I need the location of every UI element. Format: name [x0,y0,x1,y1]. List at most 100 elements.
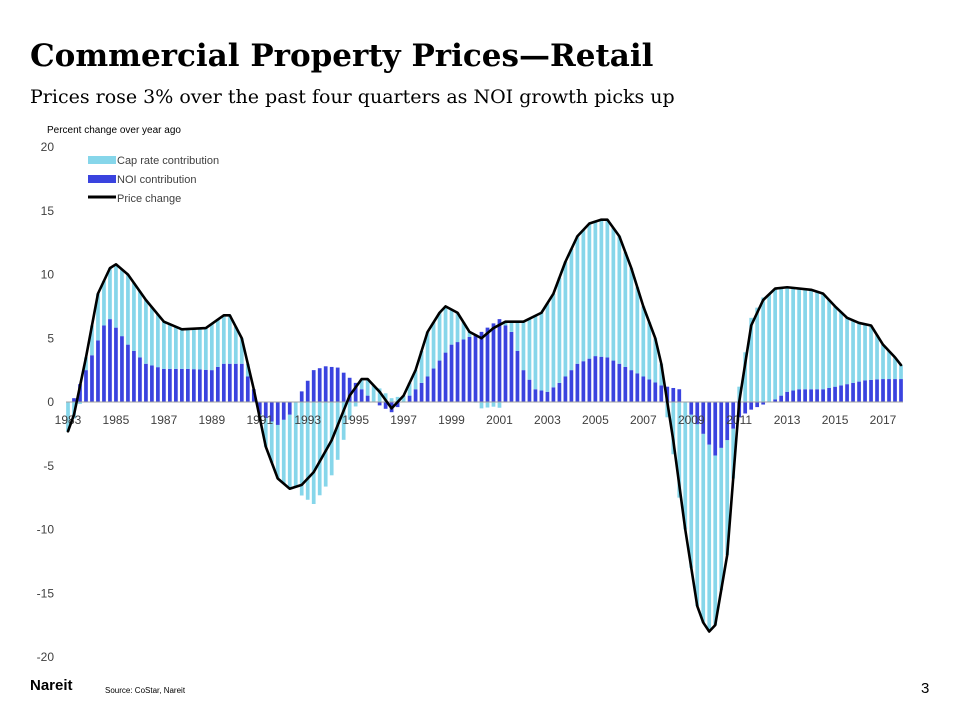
cap-rate-bar [78,402,82,404]
noi-bar [539,390,544,402]
noi-bar [779,395,784,403]
cap-rate-bar [359,379,364,390]
cap-rate-bar [671,402,676,455]
cap-rate-bar [833,306,837,387]
noi-bar [245,376,250,402]
noi-bar [707,402,712,445]
cap-rate-bar [863,324,867,381]
cap-rate-bar [203,328,208,370]
noi-bar [461,339,466,402]
cap-rate-bar [389,398,394,402]
x-tick-label: 2017 [870,413,897,427]
noi-bar [857,381,861,402]
page-subtitle: Prices rose 3% over the past four quarte… [30,86,675,108]
cap-rate-bar [66,402,70,432]
cap-rate-bar [659,363,664,386]
noi-bar [653,382,658,402]
cap-rate-bar [419,351,424,383]
noi-bar [533,389,538,402]
noi-bar [755,402,760,408]
noi-bar [485,327,490,403]
y-axis-label: Percent change over year ago [47,125,181,136]
cap-rate-bar [701,433,706,623]
noi-bar [521,370,526,403]
cap-rate-bar [773,288,778,400]
noi-bar [497,319,502,403]
cap-rate-bar [293,402,298,487]
cap-rate-bar [821,293,825,390]
noi-bar [821,389,825,402]
cap-rate-bar [623,252,628,367]
cap-rate-bar [797,288,801,390]
noi-bar [593,356,598,402]
cap-rate-bar [407,382,412,396]
cap-rate-bar [893,357,897,380]
cap-rate-bar [875,335,879,380]
cap-rate-bar [138,291,142,358]
noi-bar [845,384,849,402]
x-tick-label: 2013 [774,413,801,427]
cap-rate-bar [839,312,843,386]
noi-bar [611,360,616,402]
cap-rate-bar [126,274,130,345]
x-tick-label: 1985 [103,413,130,427]
noi-bar [221,363,226,402]
noi-bar [635,373,640,402]
cap-rate-bar [245,363,250,377]
cap-rate-bar [653,338,658,383]
noi-bar [491,323,496,403]
x-tick-label: 2003 [534,413,561,427]
cap-rate-bar [281,419,286,484]
noi-bar [96,340,100,403]
noi-bar [114,327,118,403]
price-change-line [66,218,903,633]
cap-rate-bar [527,318,532,380]
noi-bar [797,389,801,402]
noi-bar [713,402,718,456]
noi-bar [575,363,580,402]
cap-rate-bar [233,326,238,364]
cap-rate-bar [197,328,202,370]
cap-rate-bar [311,402,316,504]
noi-bar [443,352,448,402]
cap-rate-bar [749,317,754,402]
noi-bar [623,366,628,402]
cap-rate-bar [743,352,748,402]
noi-bar [209,370,214,403]
noi-bar [168,368,172,402]
cap-rate-bar [491,402,496,407]
noi-bar [455,342,460,402]
noi-bar [269,402,274,422]
y-tick-label: 0 [47,395,54,409]
noi-bar [587,358,592,402]
noi-bar [671,387,676,402]
x-tick-label: 1997 [390,413,417,427]
cap-rate-bar [533,315,538,390]
cap-rate-bar [503,321,508,326]
cap-rate-bar [449,309,454,345]
legend-swatch-noi [88,175,116,183]
cap-rate-bar [707,444,712,632]
cap-rate-bar [162,321,166,369]
cap-rate-bar [96,293,100,341]
noi-bar [162,368,166,402]
noi-bar [839,385,843,402]
noi-bar [377,402,382,406]
noi-bar [329,366,334,402]
noi-bar [641,376,646,402]
noi-bar [887,379,891,402]
cap-rate-bar [191,328,196,370]
cap-rate-bar [617,236,622,364]
noi-bar [84,370,88,403]
noi-bar [191,369,196,402]
cap-rate-bar [599,219,604,357]
noi-bar [233,363,238,402]
cap-rate-bar [635,287,640,374]
source-note: Source: CoStar, Nareit [105,686,186,695]
cap-rate-bar [521,321,526,371]
cap-rate-bar [168,324,172,369]
noi-bar [359,389,364,402]
noi-bar [197,369,202,402]
noi-bar [132,351,136,402]
x-tick-label: 2011 [726,413,752,427]
